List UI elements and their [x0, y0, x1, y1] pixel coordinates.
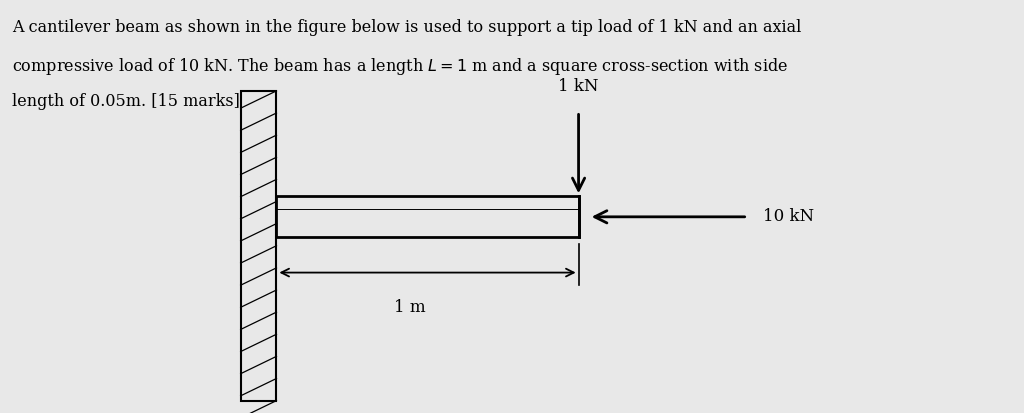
Bar [241, 91, 276, 401]
Text: 1 m: 1 m [394, 299, 425, 316]
Text: compressive load of 10 kN. The beam has a length $L = 1$ m and a square cross-se: compressive load of 10 kN. The beam has … [12, 56, 788, 77]
Bar [276, 196, 579, 237]
Text: A cantilever beam as shown in the figure below is used to support a tip load of : A cantilever beam as shown in the figure… [12, 19, 802, 36]
Text: 10 kN: 10 kN [763, 208, 814, 225]
Text: 1 kN: 1 kN [558, 78, 599, 95]
Text: length of 0.05m. [15 marks]: length of 0.05m. [15 marks] [12, 93, 241, 110]
